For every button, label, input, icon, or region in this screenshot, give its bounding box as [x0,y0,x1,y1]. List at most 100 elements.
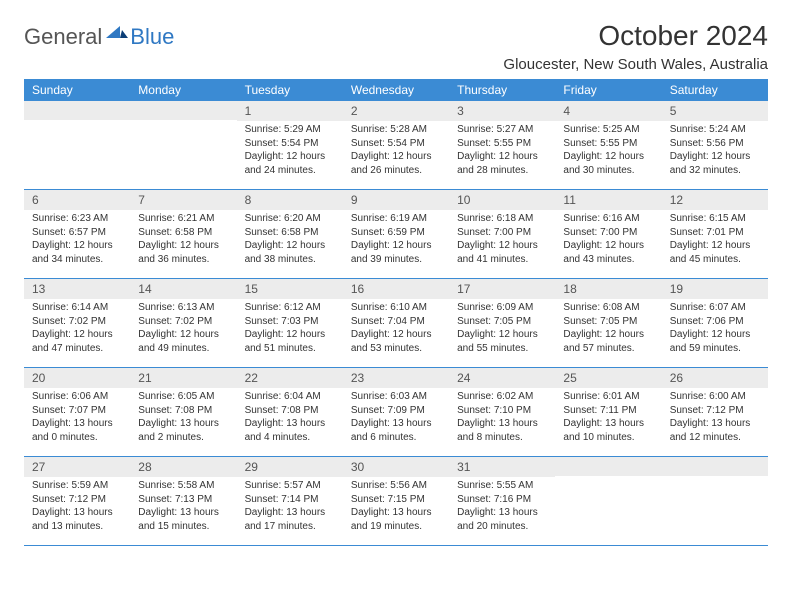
day-number: 24 [449,368,555,388]
daylight-line: Daylight: 13 hours and 0 minutes. [32,417,122,444]
day-body: Sunrise: 5:27 AMSunset: 5:55 PMDaylight:… [449,121,555,181]
daylight-line: Daylight: 12 hours and 53 minutes. [351,328,441,355]
day-cell: 29Sunrise: 5:57 AMSunset: 7:14 PMDayligh… [237,457,343,545]
day-body: Sunrise: 5:56 AMSunset: 7:15 PMDaylight:… [343,477,449,537]
day-number: 2 [343,101,449,121]
sunrise-line: Sunrise: 5:55 AM [457,479,547,493]
empty-day-number [555,457,661,476]
sunset-line: Sunset: 7:05 PM [563,315,653,329]
sunset-line: Sunset: 7:02 PM [32,315,122,329]
daylight-line: Daylight: 13 hours and 17 minutes. [245,506,335,533]
daylight-line: Daylight: 12 hours and 41 minutes. [457,239,547,266]
sunset-line: Sunset: 6:58 PM [138,226,228,240]
daylight-line: Daylight: 13 hours and 13 minutes. [32,506,122,533]
daylight-line: Daylight: 12 hours and 59 minutes. [670,328,760,355]
sunrise-line: Sunrise: 5:25 AM [563,123,653,137]
location: Gloucester, New South Wales, Australia [503,56,768,73]
sunset-line: Sunset: 7:02 PM [138,315,228,329]
day-cell: 13Sunrise: 6:14 AMSunset: 7:02 PMDayligh… [24,279,130,367]
sunset-line: Sunset: 7:12 PM [670,404,760,418]
sunset-line: Sunset: 7:14 PM [245,493,335,507]
day-cell: 19Sunrise: 6:07 AMSunset: 7:06 PMDayligh… [662,279,768,367]
day-body: Sunrise: 6:02 AMSunset: 7:10 PMDaylight:… [449,388,555,448]
daylight-line: Daylight: 12 hours and 45 minutes. [670,239,760,266]
day-cell: 28Sunrise: 5:58 AMSunset: 7:13 PMDayligh… [130,457,236,545]
empty-day-number [130,101,236,120]
daylight-line: Daylight: 13 hours and 2 minutes. [138,417,228,444]
day-number: 22 [237,368,343,388]
day-body: Sunrise: 6:03 AMSunset: 7:09 PMDaylight:… [343,388,449,448]
sunset-line: Sunset: 6:58 PM [245,226,335,240]
day-number: 7 [130,190,236,210]
day-body: Sunrise: 6:00 AMSunset: 7:12 PMDaylight:… [662,388,768,448]
day-cell [555,457,661,545]
day-cell: 12Sunrise: 6:15 AMSunset: 7:01 PMDayligh… [662,190,768,278]
sunset-line: Sunset: 7:03 PM [245,315,335,329]
daylight-line: Daylight: 12 hours and 36 minutes. [138,239,228,266]
day-number: 21 [130,368,236,388]
day-body: Sunrise: 5:59 AMSunset: 7:12 PMDaylight:… [24,477,130,537]
day-body: Sunrise: 6:06 AMSunset: 7:07 PMDaylight:… [24,388,130,448]
sunrise-line: Sunrise: 6:07 AM [670,301,760,315]
sunset-line: Sunset: 7:07 PM [32,404,122,418]
empty-day-number [662,457,768,476]
daylight-line: Daylight: 12 hours and 39 minutes. [351,239,441,266]
dow-cell: Saturday [662,79,768,101]
day-number: 9 [343,190,449,210]
logo: General Blue [24,20,174,50]
day-body: Sunrise: 5:58 AMSunset: 7:13 PMDaylight:… [130,477,236,537]
day-number: 26 [662,368,768,388]
sunset-line: Sunset: 6:59 PM [351,226,441,240]
day-cell: 30Sunrise: 5:56 AMSunset: 7:15 PMDayligh… [343,457,449,545]
sunset-line: Sunset: 7:00 PM [563,226,653,240]
daylight-line: Daylight: 13 hours and 8 minutes. [457,417,547,444]
day-cell: 23Sunrise: 6:03 AMSunset: 7:09 PMDayligh… [343,368,449,456]
day-body: Sunrise: 5:29 AMSunset: 5:54 PMDaylight:… [237,121,343,181]
day-number: 8 [237,190,343,210]
week-row: 6Sunrise: 6:23 AMSunset: 6:57 PMDaylight… [24,190,768,279]
daylight-line: Daylight: 12 hours and 51 minutes. [245,328,335,355]
sunrise-line: Sunrise: 6:15 AM [670,212,760,226]
day-number: 14 [130,279,236,299]
sunrise-line: Sunrise: 6:19 AM [351,212,441,226]
day-number: 13 [24,279,130,299]
daylight-line: Daylight: 12 hours and 57 minutes. [563,328,653,355]
sunset-line: Sunset: 7:09 PM [351,404,441,418]
day-cell: 7Sunrise: 6:21 AMSunset: 6:58 PMDaylight… [130,190,236,278]
sunrise-line: Sunrise: 5:58 AM [138,479,228,493]
day-cell: 8Sunrise: 6:20 AMSunset: 6:58 PMDaylight… [237,190,343,278]
day-cell: 4Sunrise: 5:25 AMSunset: 5:55 PMDaylight… [555,101,661,189]
sunrise-line: Sunrise: 6:18 AM [457,212,547,226]
sunset-line: Sunset: 7:16 PM [457,493,547,507]
empty-day-number [24,101,130,120]
day-cell: 15Sunrise: 6:12 AMSunset: 7:03 PMDayligh… [237,279,343,367]
day-body: Sunrise: 6:05 AMSunset: 7:08 PMDaylight:… [130,388,236,448]
month-title: October 2024 [503,20,768,52]
day-body: Sunrise: 6:16 AMSunset: 7:00 PMDaylight:… [555,210,661,270]
day-body: Sunrise: 5:55 AMSunset: 7:16 PMDaylight:… [449,477,555,537]
sunset-line: Sunset: 7:04 PM [351,315,441,329]
day-cell: 21Sunrise: 6:05 AMSunset: 7:08 PMDayligh… [130,368,236,456]
daylight-line: Daylight: 13 hours and 12 minutes. [670,417,760,444]
day-number: 17 [449,279,555,299]
daylight-line: Daylight: 12 hours and 55 minutes. [457,328,547,355]
logo-icon [106,24,128,45]
day-body: Sunrise: 6:18 AMSunset: 7:00 PMDaylight:… [449,210,555,270]
sunset-line: Sunset: 5:54 PM [351,137,441,151]
day-number: 10 [449,190,555,210]
day-cell [130,101,236,189]
day-cell: 11Sunrise: 6:16 AMSunset: 7:00 PMDayligh… [555,190,661,278]
daylight-line: Daylight: 13 hours and 19 minutes. [351,506,441,533]
dow-cell: Thursday [449,79,555,101]
daylight-line: Daylight: 12 hours and 30 minutes. [563,150,653,177]
day-number: 1 [237,101,343,121]
day-body: Sunrise: 6:21 AMSunset: 6:58 PMDaylight:… [130,210,236,270]
sunset-line: Sunset: 7:10 PM [457,404,547,418]
day-cell: 22Sunrise: 6:04 AMSunset: 7:08 PMDayligh… [237,368,343,456]
day-body: Sunrise: 6:14 AMSunset: 7:02 PMDaylight:… [24,299,130,359]
day-cell: 1Sunrise: 5:29 AMSunset: 5:54 PMDaylight… [237,101,343,189]
day-body: Sunrise: 5:24 AMSunset: 5:56 PMDaylight:… [662,121,768,181]
day-cell: 17Sunrise: 6:09 AMSunset: 7:05 PMDayligh… [449,279,555,367]
week-row: 27Sunrise: 5:59 AMSunset: 7:12 PMDayligh… [24,457,768,546]
day-cell [662,457,768,545]
